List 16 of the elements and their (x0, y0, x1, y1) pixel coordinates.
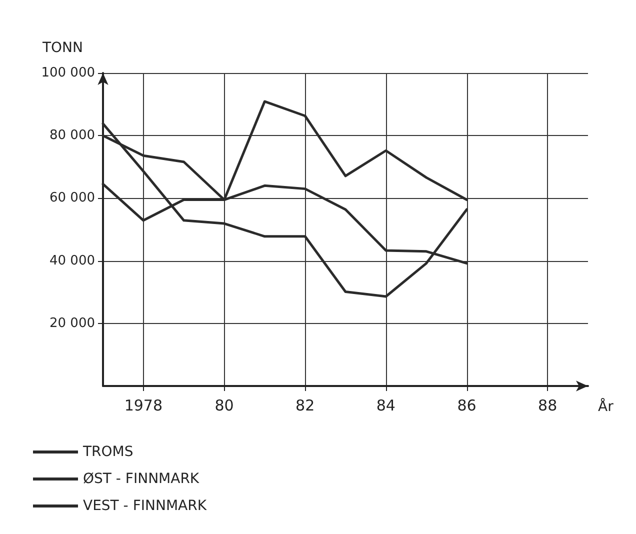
x-tick-label: 82 (296, 396, 315, 414)
y-tick-label: 100 000 (41, 66, 95, 80)
x-tick-label: 80 (214, 396, 234, 414)
x-tick-label: 86 (457, 396, 476, 414)
legend-label: VEST - FINNMARK (83, 498, 208, 514)
x-tick-label: 88 (538, 396, 558, 414)
legend-label: TROMS (82, 444, 134, 460)
x-axis-title: År (598, 398, 614, 415)
x-tick-label: 84 (376, 396, 396, 414)
y-tick-label: 80 000 (50, 128, 95, 144)
x-tick-label: 1978 (124, 396, 163, 414)
y-tick-label: 60 000 (50, 190, 95, 206)
y-axis-title: TONN (41, 40, 83, 56)
y-tick-label: 20 000 (50, 316, 95, 331)
y-tick-label: 40 000 (50, 253, 95, 268)
legend-label: ØST - FINNMARK (83, 471, 200, 487)
